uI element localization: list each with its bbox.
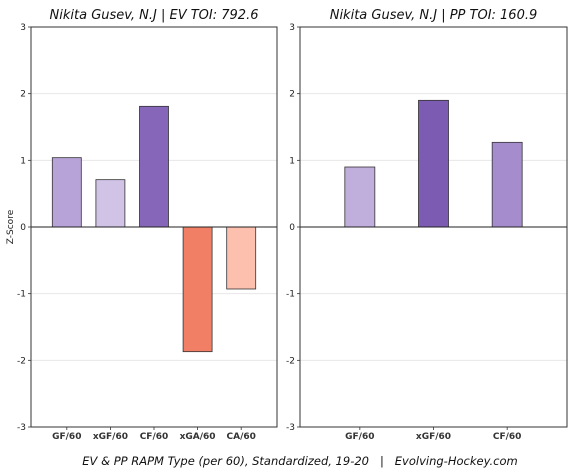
y-tick-label: 0	[20, 223, 26, 233]
x-tick-label: CF/60	[493, 432, 522, 442]
chart-panel-2: GF/60 xGF/60 CF/60 3 2 1 0 -1 -2 -3 Nikita Gusev, …	[286, 8, 568, 442]
bar-ca-per-60	[226, 226, 257, 290]
x-tick-label: xGF/60	[93, 432, 128, 442]
y-tick-label: -1	[17, 290, 26, 300]
chart-title: Nikita Gusev, N.J | EV TOI: 792.6	[50, 8, 259, 23]
x-tick-label: GF/60	[52, 432, 81, 442]
y-tick-label: 1	[20, 156, 26, 166]
x-tick-label: CF/60	[140, 432, 169, 442]
y-axis-label: Z-Score	[6, 209, 16, 244]
x-tick-label: xGA/60	[180, 432, 216, 442]
bar-cf-per-60	[139, 105, 169, 228]
y-tick-label: -3	[17, 423, 26, 433]
bar-xgf-per-60	[418, 99, 449, 228]
bar-xga-per-60	[182, 226, 213, 353]
y-tick-label: -2	[17, 356, 26, 366]
x-tick-label: CA/60	[227, 432, 256, 442]
y-tick-label: 2	[20, 90, 26, 100]
chart-title: Nikita Gusev, N.J | PP TOI: 160.9	[330, 8, 538, 23]
x-tick-label: GF/60	[345, 432, 374, 442]
y-tick-label: 2	[289, 90, 295, 100]
y-tick-label: -2	[286, 356, 295, 366]
y-tick-label: 3	[289, 23, 295, 33]
bar-xgf-per-60	[95, 179, 126, 228]
figure-caption: EV & PP RAPM Type (per 60), Standardized…	[82, 454, 517, 468]
y-tick-label: -3	[286, 423, 295, 433]
bar-gf-per-60	[51, 157, 82, 228]
x-tick-label: xGF/60	[416, 432, 451, 442]
bar-gf-per-60	[344, 166, 376, 228]
y-tick-label: 3	[20, 23, 26, 33]
y-tick-label: 0	[289, 223, 295, 233]
bar-cf-per-60	[491, 141, 523, 228]
chart-panel-1: GF/60 xGF/60 CF/60 xGA/60 CA/60 3 2 1 0 -1 -2 -3 Nik…	[6, 8, 278, 442]
y-tick-label: 1	[289, 156, 295, 166]
y-tick-label: -1	[286, 290, 295, 300]
